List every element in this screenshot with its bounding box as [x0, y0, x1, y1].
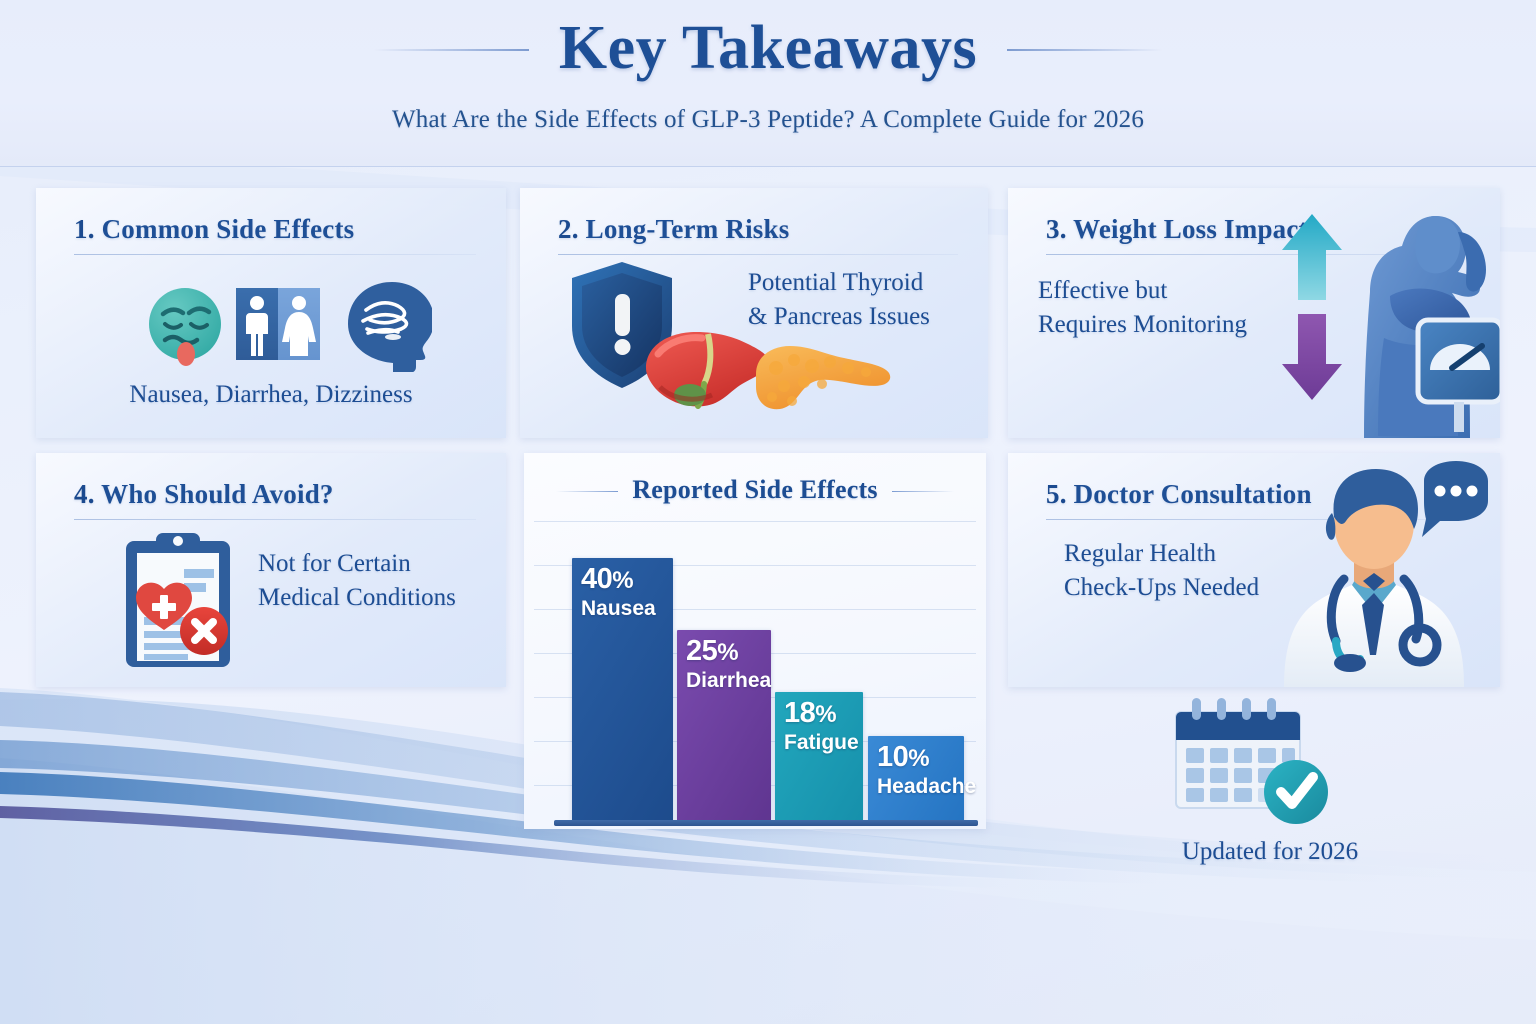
- page-subtitle: What Are the Side Effects of GLP-3 Pepti…: [391, 106, 1145, 133]
- card-3-rule: [1046, 254, 1470, 255]
- card-5-head: 5. Doctor Consultation: [1046, 479, 1470, 520]
- card-3-icon-group: [1282, 214, 1500, 438]
- liver-icon: [646, 332, 769, 409]
- card-4-rule: [74, 519, 476, 520]
- card-1-title-text: Common Side Effects: [101, 214, 355, 244]
- card-5-icon-group: [1284, 461, 1488, 687]
- card-1-rule: [74, 254, 476, 255]
- page-title-wrap: Key Takeaways: [0, 14, 1536, 82]
- card-4-text-line1: Not for Certain: [258, 550, 411, 577]
- chart-bar-headache: 10% Headache: [868, 736, 976, 822]
- card-2-text-line1: Potential Thyroid: [748, 269, 924, 296]
- chart-bar-fatigue: 18% Fatigue: [775, 692, 863, 822]
- card-4-title: 4. Who Should Avoid?: [74, 479, 476, 510]
- warning-shield-icon: [572, 262, 672, 388]
- card-3-title: 3. Weight Loss Impact: [1046, 214, 1470, 245]
- card-2-text-line2: & Pancreas Issues: [748, 302, 930, 330]
- dizzy-head-icon: [348, 282, 432, 372]
- card-5-title: 5. Doctor Consultation: [1046, 479, 1470, 510]
- card-1-number: 1.: [74, 214, 95, 244]
- chart-bar-nausea: 40% Nausea: [572, 558, 673, 822]
- card-4-head: 4. Who Should Avoid?: [74, 479, 476, 520]
- down-arrow-icon: [1282, 314, 1342, 400]
- chart-bar-nausea-label: Nausea: [581, 597, 656, 620]
- title-rule-right: [1007, 48, 1163, 51]
- page-title: Key Takeaways: [373, 14, 1163, 82]
- chart-bar-headache-value: 10%: [877, 741, 930, 773]
- card-2-text: Potential Thyroid & Pancreas Issues: [748, 266, 978, 333]
- updated-badge: Updated for 2026: [1120, 690, 1420, 865]
- chart-title-rule-left: [556, 490, 619, 492]
- card-4-icon-group: [126, 533, 230, 667]
- card-5-text-line1: Regular Health: [1064, 540, 1217, 567]
- card-3-head: 3. Weight Loss Impact: [1046, 214, 1470, 255]
- doctor-icon: [1284, 469, 1464, 687]
- card-5-number: 5.: [1046, 479, 1067, 509]
- chart-bar-headache-label: Headache: [877, 775, 977, 798]
- chart-bar-diarrhea: 25% Diarrhea: [677, 630, 771, 822]
- page-header: Key Takeaways What Are the Side Effects …: [0, 0, 1536, 167]
- speech-bubble-icon: [1422, 461, 1488, 537]
- card-common-side-effects: 1. Common Side Effects: [36, 188, 506, 438]
- weight-scale-icon: [1415, 317, 1500, 432]
- updated-caption: Updated for 2026: [1181, 838, 1359, 865]
- page-title-text: Key Takeaways: [558, 14, 978, 82]
- red-x-icon: [180, 607, 228, 655]
- card-4-text: Not for Certain Medical Conditions: [258, 547, 498, 614]
- card-5-text-line2: Check-Ups Needed: [1064, 573, 1260, 601]
- chart-bar-fatigue-label: Fatigue: [784, 731, 859, 754]
- card-who-should-avoid: 4. Who Should Avoid?: [36, 453, 506, 687]
- title-rule-left: [373, 48, 529, 51]
- chart-title-wrap: Reported Side Effects: [524, 475, 986, 505]
- card-5-rule: [1046, 519, 1470, 520]
- chart-panel: Reported Side Effects 40% Nausea 25% Dia…: [524, 453, 986, 829]
- card-5-title-text: Doctor Consultation: [1073, 479, 1312, 509]
- card-doctor-consultation: 5. Doctor Consultation Regular Health Ch…: [1008, 453, 1500, 687]
- chart-bar-fatigue-value: 18%: [784, 697, 837, 729]
- chart-title: Reported Side Effects: [556, 475, 954, 505]
- card-long-term-risks: 2. Long-Term Risks: [520, 188, 988, 438]
- chart-bar-nausea-value: 40%: [581, 563, 634, 595]
- card-4-text-line2: Medical Conditions: [258, 583, 456, 611]
- chart-title-text: Reported Side Effects: [632, 475, 878, 504]
- card-2-icon-group: [572, 262, 891, 410]
- chart-bar-diarrhea-value: 25%: [686, 635, 739, 667]
- card-1-text: Nausea, Diarrhea, Dizziness: [129, 381, 413, 408]
- pancreas-icon: [756, 346, 891, 410]
- card-2-title-text: Long-Term Risks: [585, 214, 790, 244]
- card-3-title-text: Weight Loss Impact: [1073, 214, 1308, 244]
- card-5-text: Regular Health Check-Ups Needed: [1064, 537, 1314, 604]
- card-4-title-text: Who Should Avoid?: [101, 479, 334, 509]
- card-2-rule: [558, 254, 958, 255]
- card-2-head: 2. Long-Term Risks: [558, 214, 958, 255]
- restroom-sign-icon: [236, 288, 320, 360]
- card-1-icon-row: [149, 282, 432, 372]
- up-arrow-icon: [1282, 214, 1342, 300]
- card-3-text-line1: Effective but: [1038, 277, 1168, 304]
- card-3-number: 3.: [1046, 214, 1067, 244]
- card-weight-loss-impact: 3. Weight Loss Impact Effective but Requ…: [1008, 188, 1500, 438]
- heart-cross-icon: [136, 582, 192, 630]
- card-3-text: Effective but Requires Monitoring: [1038, 274, 1288, 341]
- check-circle-icon: [1264, 760, 1328, 824]
- card-2-title: 2. Long-Term Risks: [558, 214, 958, 245]
- calendar-badge-icons: [1175, 698, 1328, 824]
- card-1-title: 1. Common Side Effects: [74, 214, 476, 245]
- card-4-number: 4.: [74, 479, 95, 509]
- card-1-head: 1. Common Side Effects: [74, 214, 476, 255]
- chart-baseline-axis: [554, 820, 978, 826]
- chart-bars: 40% Nausea 25% Diarrhea 18% Fatigue 10% …: [524, 453, 986, 829]
- card-2-number: 2.: [558, 214, 579, 244]
- chart-bar-diarrhea-label: Diarrhea: [686, 669, 772, 692]
- nauseated-face-icon: [149, 288, 221, 366]
- card-3-text-line2: Requires Monitoring: [1038, 310, 1248, 338]
